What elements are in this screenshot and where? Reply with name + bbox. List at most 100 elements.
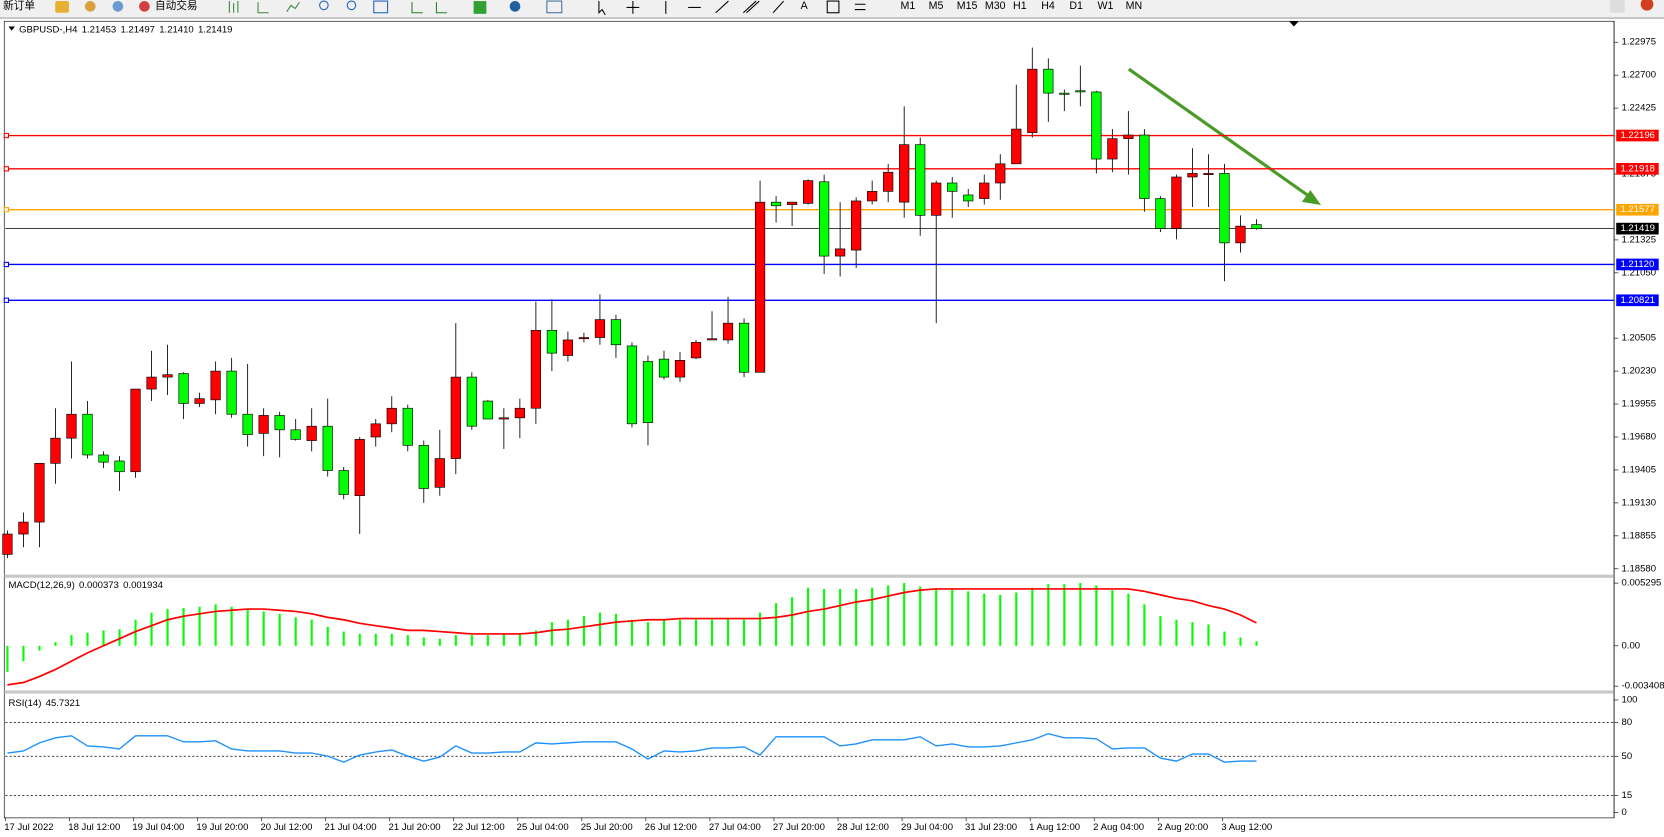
macd-bar: [742, 619, 746, 646]
timeframe-button[interactable]: M15: [957, 0, 978, 12]
icon[interactable]: [112, 1, 124, 12]
macd-bar: [1047, 584, 1050, 646]
timeframe-button[interactable]: D1: [1069, 0, 1083, 12]
periods[interactable]: [509, 1, 521, 12]
candle-body: [226, 370, 237, 415]
macd-bar: [694, 619, 698, 646]
macd-bar: [1191, 622, 1194, 646]
macd-bar: [486, 635, 489, 646]
cursor[interactable]: [598, 1, 606, 16]
candle-body: [947, 182, 958, 192]
timeframe-button[interactable]: M30: [985, 0, 1006, 12]
candle-body: [162, 374, 173, 378]
label-tool[interactable]: [826, 0, 840, 14]
auto-trading-button[interactable]: 自动交易: [155, 0, 197, 12]
macd-bar: [438, 638, 441, 646]
x-tick-label: 22 Jul 12:00: [453, 822, 505, 833]
candle-body: [34, 463, 45, 523]
search[interactable]: [1609, 0, 1625, 13]
header-field: 1.21419: [198, 24, 233, 35]
header-field: 0.000373: [79, 580, 119, 591]
candle-body: [1203, 173, 1214, 175]
y-tick-label: 0.00: [1622, 640, 1641, 651]
x-tick-label: 21 Jul 20:00: [389, 822, 441, 833]
macd-bar: [710, 619, 714, 646]
chart-frame: [3, 20, 1615, 819]
candle-body: [338, 470, 349, 495]
channel[interactable]: [742, 0, 760, 14]
zoom-out[interactable]: [346, 0, 357, 11]
candle-body: [754, 201, 766, 373]
autoscroll[interactable]: [411, 2, 423, 14]
indicators[interactable]: [473, 1, 487, 14]
icon[interactable]: [84, 1, 96, 12]
tile[interactable]: [373, 0, 389, 14]
candle-body: [210, 370, 221, 401]
y-tick-label: 15: [1622, 790, 1633, 801]
macd-bar: [1111, 590, 1114, 646]
y-tick-label: 0: [1622, 807, 1627, 818]
y-tick-label: 1.22975: [1622, 37, 1657, 48]
macd-signal: [7, 588, 1257, 686]
templates[interactable]: [546, 0, 563, 14]
candle-body: [18, 521, 29, 535]
macd-bar: [150, 612, 153, 646]
timeframe-button[interactable]: H1: [1013, 0, 1027, 12]
macd-bar: [726, 618, 730, 646]
icon[interactable]: [139, 1, 150, 12]
timeframe-group: M1 M5 M15 M30 H1 H4 D1 W1 MN: [900, 0, 1142, 12]
candle-body: [626, 345, 638, 425]
timeframe-button[interactable]: MN: [1126, 0, 1142, 12]
macd-bar: [1031, 587, 1034, 646]
macd-bar: [791, 597, 794, 646]
fibo[interactable]: [772, 0, 785, 14]
macd-bar: [326, 626, 329, 646]
candle-body: [530, 330, 541, 409]
timeframe-button[interactable]: W1: [1097, 0, 1113, 12]
candle-body: [450, 376, 461, 459]
text-tool[interactable]: A: [801, 0, 809, 12]
new-order-button[interactable]: 新订单: [3, 0, 35, 12]
timeframe-button[interactable]: M1: [900, 0, 915, 12]
timeframe-button[interactable]: M5: [929, 0, 944, 12]
timeframe-button[interactable]: H4: [1041, 0, 1055, 12]
candle-body: [354, 439, 365, 497]
candle-body: [803, 180, 814, 204]
shift[interactable]: [435, 2, 448, 14]
level-label-box: [1616, 258, 1659, 271]
trendline[interactable]: [715, 0, 729, 14]
crosshair[interactable]: [626, 1, 640, 14]
candle-body: [1235, 225, 1246, 244]
panel-header: GBPUSD-,H4 1.21453 1.21497 1.21410 1.21419: [19, 24, 232, 35]
macd-bar: [310, 619, 313, 646]
panel-header: MACD(12,26,9) 0.000373 0.001934: [8, 580, 163, 591]
arrows[interactable]: [854, 3, 866, 11]
candle-body: [130, 388, 141, 473]
header-field: 1.21453: [82, 24, 117, 35]
icon[interactable]: [286, 1, 300, 12]
candle-body: [578, 337, 590, 340]
macd-bar: [342, 631, 345, 646]
icon[interactable]: [257, 2, 269, 14]
level-handle: [3, 166, 10, 172]
candle-body: [98, 454, 109, 463]
candle-body: [178, 373, 189, 404]
x-tick-label: 19 Jul 20:00: [196, 822, 248, 833]
candle-body: [274, 415, 285, 431]
macd-bar: [983, 593, 986, 646]
macd-bar: [6, 645, 9, 672]
candle-body: [258, 415, 269, 434]
icon[interactable]: [55, 1, 70, 13]
icon[interactable]: [228, 1, 239, 13]
candle-body: [931, 182, 942, 216]
x-tick-label: 28 Jul 12:00: [837, 822, 889, 833]
candle-body: [1251, 224, 1262, 229]
candle-body: [146, 376, 157, 390]
notifications[interactable]: [1640, 0, 1654, 11]
candle-body: [915, 144, 926, 216]
zoom-in[interactable]: [319, 0, 329, 11]
trend-arrow: [1127, 67, 1314, 200]
macd-bar: [1239, 637, 1242, 646]
candle-body: [674, 359, 686, 378]
candle-body: [114, 460, 125, 473]
